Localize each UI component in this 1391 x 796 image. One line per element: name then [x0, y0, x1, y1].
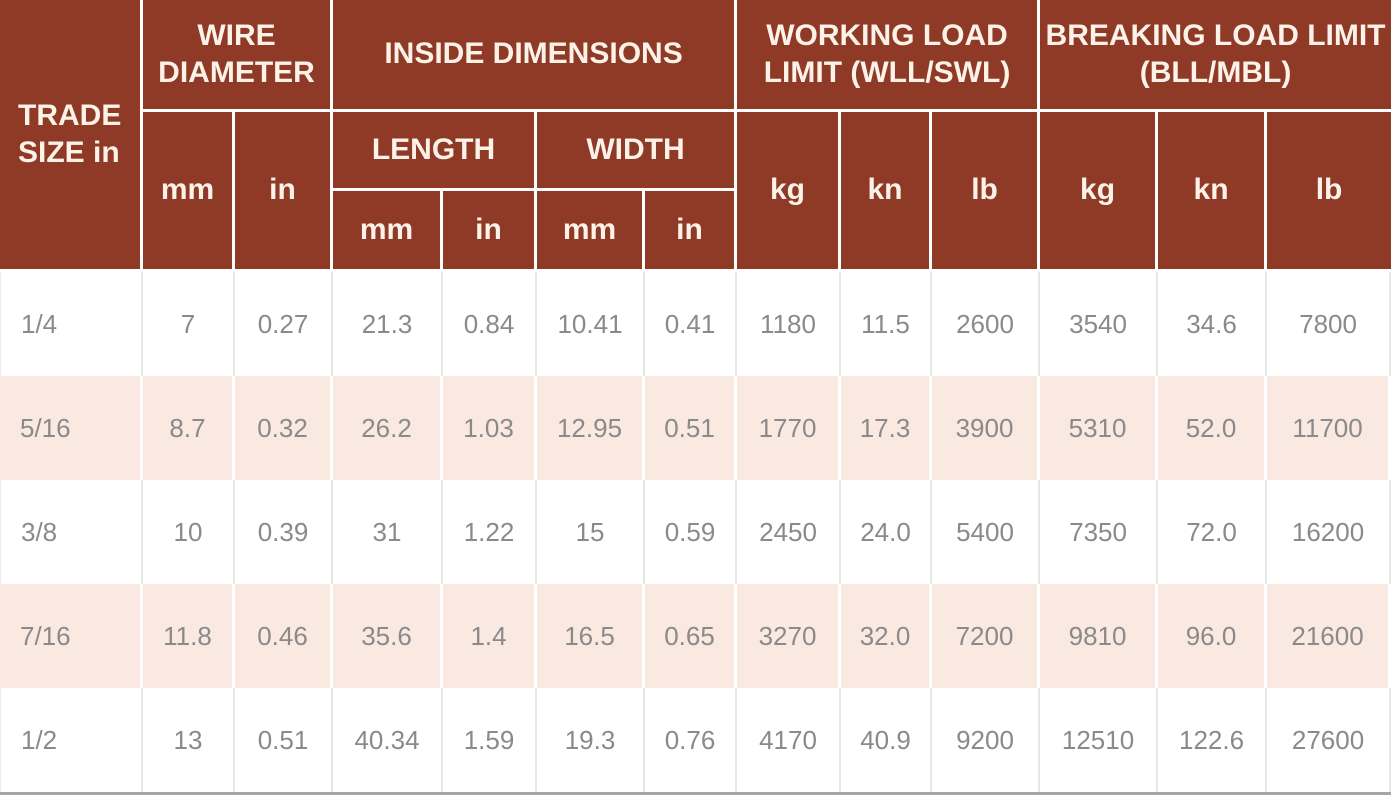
unit-header-length-in: in [443, 191, 538, 272]
cell-length-mm: 35.6 [333, 584, 444, 688]
cell-wire-mm: 8.7 [143, 376, 235, 480]
cell-bll-kn: 72.0 [1158, 480, 1268, 584]
cell-length-in: 1.03 [443, 376, 538, 480]
cell-bll-lb: 27600 [1267, 688, 1391, 792]
cell-wll-kn: 17.3 [841, 376, 933, 480]
table-body: 1/4 7 0.27 21.3 0.84 10.41 0.41 1180 11.… [0, 272, 1391, 792]
cell-width-mm: 19.3 [537, 688, 646, 792]
unit-header-bll-lb: lb [1267, 112, 1391, 272]
cell-bll-kn: 122.6 [1158, 688, 1268, 792]
cell-wll-lb: 9200 [932, 688, 1041, 792]
table-row: 3/8 10 0.39 31 1.22 15 0.59 2450 24.0 54… [0, 480, 1391, 584]
col-header-wire-diameter: WIRE DIAMETER [143, 0, 334, 112]
cell-bll-kn: 96.0 [1158, 584, 1268, 688]
cell-wll-kn: 11.5 [841, 272, 933, 376]
unit-header-length-mm: mm [333, 191, 444, 272]
cell-width-mm: 12.95 [537, 376, 646, 480]
cell-wll-kg: 4170 [737, 688, 842, 792]
table-header: TRADE SIZE in WIRE DIAMETER INSIDE DIMEN… [0, 0, 1391, 272]
cell-bll-kn: 52.0 [1158, 376, 1268, 480]
col-header-inside-dimensions: INSIDE DIMENSIONS [333, 0, 738, 112]
cell-wll-kn: 40.9 [841, 688, 933, 792]
cell-wire-mm: 11.8 [143, 584, 235, 688]
cell-trade-size: 1/2 [0, 688, 143, 792]
cell-wire-in: 0.32 [235, 376, 334, 480]
cell-wire-in: 0.46 [235, 584, 334, 688]
table-row: 5/16 8.7 0.32 26.2 1.03 12.95 0.51 1770 … [0, 376, 1391, 480]
cell-length-mm: 26.2 [333, 376, 444, 480]
cell-trade-size: 7/16 [0, 584, 143, 688]
cell-wll-lb: 7200 [932, 584, 1041, 688]
cell-length-mm: 31 [333, 480, 444, 584]
cell-width-in: 0.41 [645, 272, 738, 376]
table-row: 1/2 13 0.51 40.34 1.59 19.3 0.76 4170 40… [0, 688, 1391, 792]
cell-bll-lb: 11700 [1267, 376, 1391, 480]
cell-width-in: 0.76 [645, 688, 738, 792]
cell-trade-size: 5/16 [0, 376, 143, 480]
header-row-units: mm in mm in [0, 191, 1391, 272]
cell-trade-size: 3/8 [0, 480, 143, 584]
cell-bll-lb: 7800 [1267, 272, 1391, 376]
cell-bll-kn: 34.6 [1158, 272, 1268, 376]
cell-wire-mm: 10 [143, 480, 235, 584]
unit-header-wll-kg: kg [737, 112, 842, 272]
cell-wll-lb: 3900 [932, 376, 1041, 480]
unit-header-wll-lb: lb [932, 112, 1041, 272]
cell-bll-kg: 3540 [1040, 272, 1159, 376]
cell-width-mm: 10.41 [537, 272, 646, 376]
cell-width-in: 0.59 [645, 480, 738, 584]
cell-length-in: 0.84 [443, 272, 538, 376]
cell-wire-mm: 13 [143, 688, 235, 792]
cell-wll-lb: 5400 [932, 480, 1041, 584]
cell-bll-kg: 7350 [1040, 480, 1159, 584]
cell-length-in: 1.4 [443, 584, 538, 688]
cell-length-mm: 40.34 [333, 688, 444, 792]
cell-wll-kn: 32.0 [841, 584, 933, 688]
cell-bll-kg: 9810 [1040, 584, 1159, 688]
cell-length-mm: 21.3 [333, 272, 444, 376]
cell-width-in: 0.51 [645, 376, 738, 480]
cell-wll-kg: 3270 [737, 584, 842, 688]
col-header-length: LENGTH [333, 112, 538, 191]
unit-header-wll-kn: kn [841, 112, 933, 272]
unit-header-wire-mm: mm [143, 112, 235, 272]
cell-bll-kg: 12510 [1040, 688, 1159, 792]
cell-width-mm: 15 [537, 480, 646, 584]
unit-header-width-in: in [645, 191, 738, 272]
table-row: 7/16 11.8 0.46 35.6 1.4 16.5 0.65 3270 3… [0, 584, 1391, 688]
cell-width-in: 0.65 [645, 584, 738, 688]
table-row: 1/4 7 0.27 21.3 0.84 10.41 0.41 1180 11.… [0, 272, 1391, 376]
unit-header-bll-kn: kn [1158, 112, 1268, 272]
cell-wire-mm: 7 [143, 272, 235, 376]
unit-header-wire-in: in [235, 112, 334, 272]
cell-wll-kg: 1770 [737, 376, 842, 480]
cell-wll-lb: 2600 [932, 272, 1041, 376]
cell-length-in: 1.59 [443, 688, 538, 792]
col-header-working-load-limit: WORKING LOAD LIMIT (WLL/SWL) [737, 0, 1041, 112]
header-row-groups: TRADE SIZE in WIRE DIAMETER INSIDE DIMEN… [0, 0, 1391, 272]
cell-bll-lb: 16200 [1267, 480, 1391, 584]
cell-length-in: 1.22 [443, 480, 538, 584]
cell-wire-in: 0.27 [235, 272, 334, 376]
col-header-trade-size: TRADE SIZE in [0, 0, 143, 272]
col-header-width: WIDTH [537, 112, 738, 191]
cell-wll-kg: 1180 [737, 272, 842, 376]
cell-wire-in: 0.39 [235, 480, 334, 584]
cell-wll-kg: 2450 [737, 480, 842, 584]
cell-bll-kg: 5310 [1040, 376, 1159, 480]
header-row-subgroups: mm in LENGTH WIDTH kg kn lb kg kn lb [0, 112, 1391, 272]
cell-trade-size: 1/4 [0, 272, 143, 376]
cell-wire-in: 0.51 [235, 688, 334, 792]
cell-wll-kn: 24.0 [841, 480, 933, 584]
unit-header-width-mm: mm [537, 191, 646, 272]
cell-bll-lb: 21600 [1267, 584, 1391, 688]
unit-header-bll-kg: kg [1040, 112, 1159, 272]
cell-width-mm: 16.5 [537, 584, 646, 688]
col-header-breaking-load-limit: BREAKING LOAD LIMIT (BLL/MBL) [1040, 0, 1391, 112]
